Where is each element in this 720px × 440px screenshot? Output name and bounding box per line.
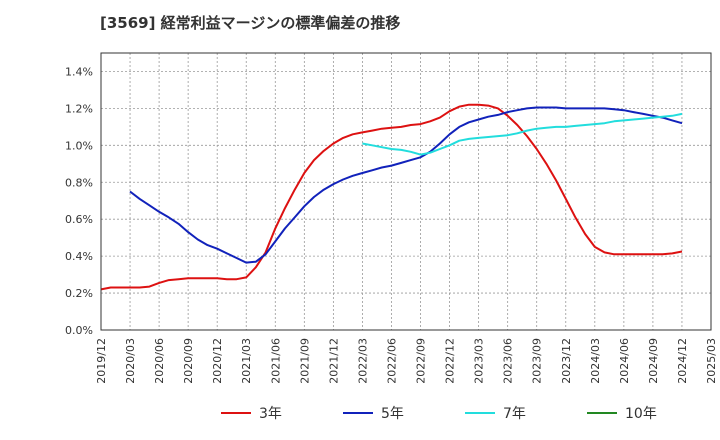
- x-tick-label: 2022/09: [415, 338, 428, 384]
- y-tick-label: 1.2%: [65, 102, 93, 115]
- x-tick-label: 2023/03: [473, 338, 486, 384]
- y-tick-label: 1.4%: [65, 65, 93, 78]
- x-tick-label: 2022/12: [444, 338, 457, 384]
- x-tick-label: 2020/12: [211, 338, 224, 384]
- x-tick-label: 2023/09: [531, 338, 544, 384]
- y-tick-label: 0.2%: [65, 287, 93, 300]
- legend-label-2: 7年: [503, 406, 526, 422]
- x-tick-label: 2021/03: [240, 338, 253, 384]
- y-tick-label: 0.6%: [65, 213, 93, 226]
- y-tick-label: 0.0%: [65, 324, 93, 337]
- x-tick-label: 2021/09: [298, 338, 311, 384]
- y-tick-label: 0.4%: [65, 250, 93, 263]
- legend-label-3: 10年: [625, 406, 657, 422]
- x-tick-label: 2023/12: [560, 338, 573, 384]
- x-tick-label: 2024/03: [589, 338, 602, 384]
- legend-label-1: 5年: [381, 406, 404, 422]
- chart-title: [3569] 経常利益マージンの標準偏差の推移: [100, 14, 401, 32]
- x-tick-label: 2020/09: [182, 338, 195, 384]
- x-tick-label: 2022/06: [385, 338, 398, 384]
- x-tick-label: 2024/12: [676, 338, 689, 384]
- y-tick-label: 0.8%: [65, 176, 93, 189]
- x-tick-label: 2022/03: [356, 338, 369, 384]
- x-tick-label: 2021/12: [327, 338, 340, 384]
- plot-area: [101, 53, 711, 330]
- series-line-0: [100, 103, 683, 291]
- plot-border: [100, 52, 712, 331]
- x-tick-label: 2020/03: [124, 338, 137, 384]
- x-tick-label: 2024/06: [618, 338, 631, 384]
- x-tick-label: 2023/06: [502, 338, 515, 384]
- x-tick-label: 2025/03: [705, 338, 718, 384]
- x-tick-label: 2020/06: [153, 338, 166, 384]
- series-line-1: [129, 106, 683, 264]
- series-line-2: [362, 112, 683, 156]
- x-tick-label: 2024/09: [647, 338, 660, 384]
- legend-label-0: 3年: [259, 406, 282, 422]
- y-tick-label: 1.0%: [65, 139, 93, 152]
- x-tick-label: 2019/12: [95, 338, 108, 384]
- x-tick-label: 2021/06: [269, 338, 282, 384]
